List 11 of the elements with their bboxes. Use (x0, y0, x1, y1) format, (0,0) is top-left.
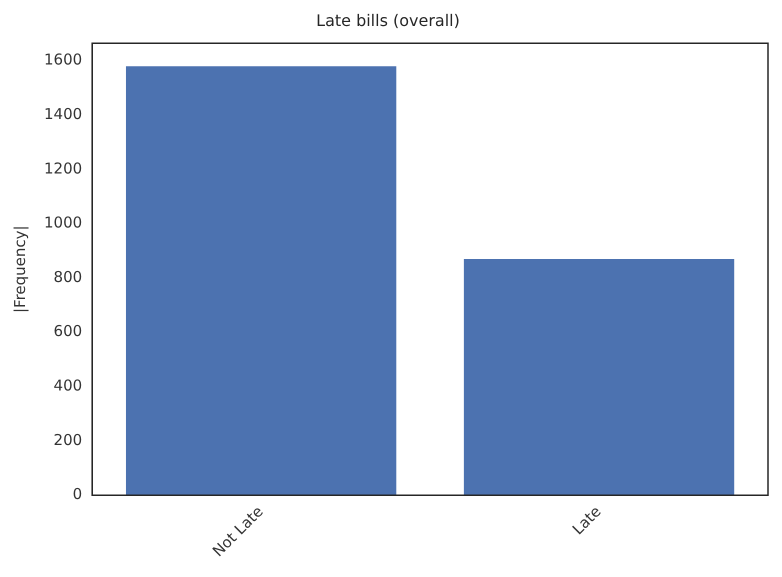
y-tick-label: 800 (54, 268, 82, 286)
chart-title: Late bills (overall) (316, 10, 460, 30)
y-tick-label: 400 (54, 376, 82, 395)
y-tick-label: 1400 (44, 105, 82, 124)
y-tick-label: 200 (54, 430, 82, 449)
y-tick-label: 1000 (44, 214, 82, 232)
y-tick-label: 1600 (44, 50, 82, 69)
y-tick-label: 0 (72, 485, 82, 504)
y-tick-label: 1200 (44, 159, 82, 178)
y-tick-label: 600 (54, 322, 82, 340)
y-axis-title: |Frequency| (10, 225, 29, 314)
